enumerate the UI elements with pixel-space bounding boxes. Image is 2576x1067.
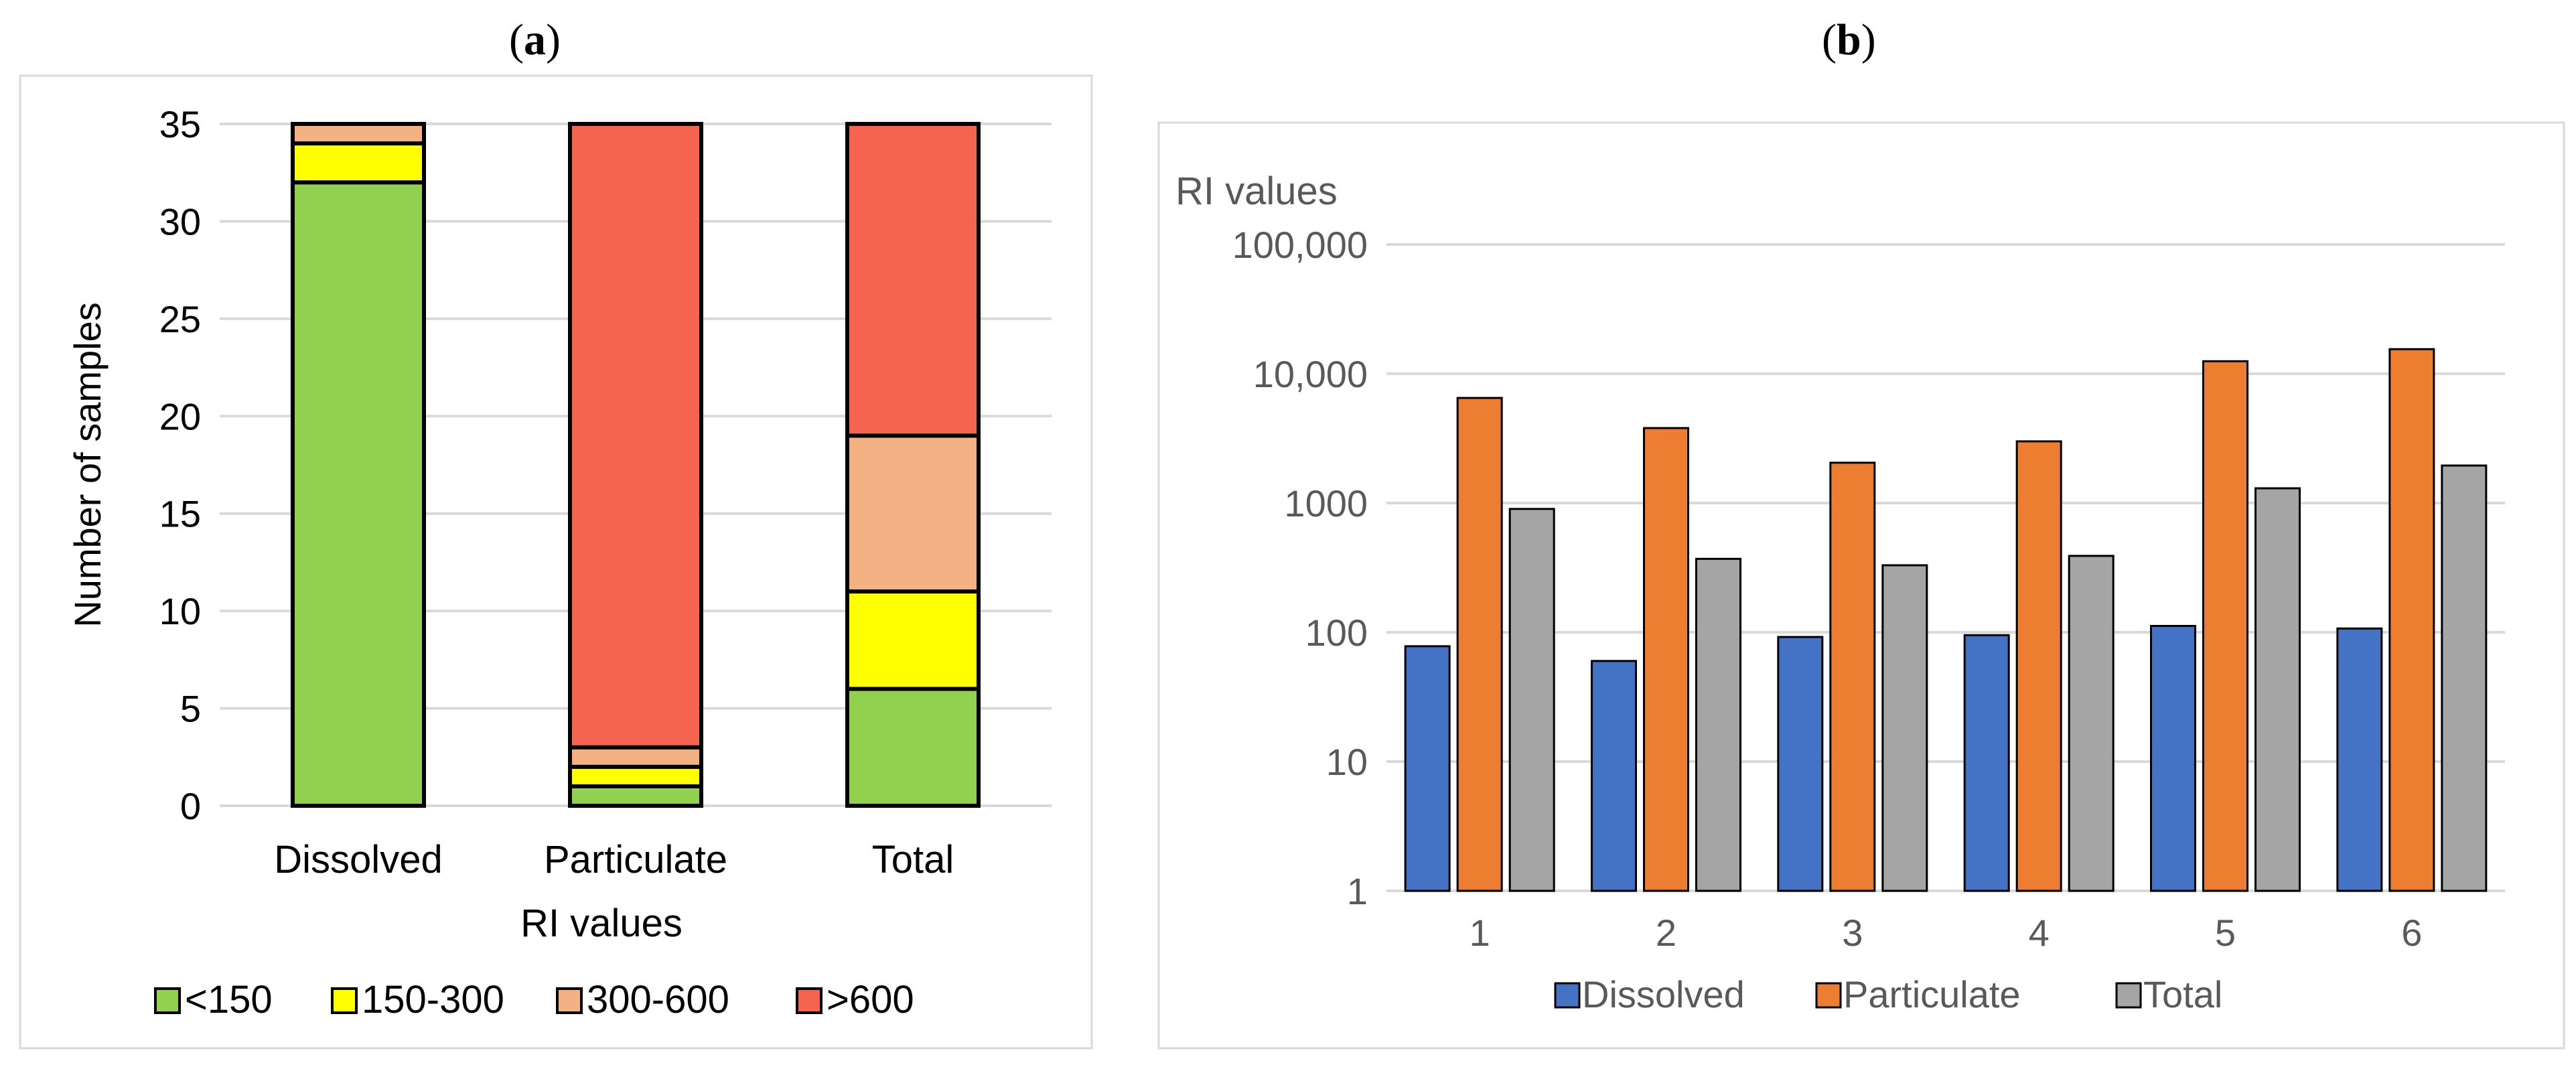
- chart-a-bar-total-600: [845, 122, 981, 438]
- chart-b-bar-1-total: [1508, 508, 1555, 892]
- chart-b-bar-1-particulate: [1456, 397, 1503, 892]
- chart-a-ytick-label: 30: [159, 200, 201, 242]
- chart-b-xtick-label: 5: [2215, 912, 2236, 954]
- chart-a-ytick-label: 20: [159, 395, 201, 437]
- chart-a-ytick-label: 5: [180, 688, 201, 730]
- chart-b-bar-6-particulate: [2388, 348, 2435, 892]
- chart-b-ylabel: RI values: [1175, 169, 1338, 213]
- chart-a-bar-total-300-600: [845, 433, 981, 594]
- chart-b: 1 10 100 1000 10,000 100,000 RI values 1 2 3 4 5 6 Di…: [1175, 169, 2505, 1015]
- chart-a-bar-total-150: [845, 687, 981, 808]
- chart-b-bar-5-total: [2255, 487, 2301, 892]
- chart-b-bar-3-particulate: [1829, 461, 1876, 892]
- chart-a-legend-swatch-150-300: [331, 987, 358, 1014]
- chart-a-legend-swatch-300-600: [556, 987, 583, 1014]
- chart-b-xtick-label: 4: [2029, 912, 2050, 954]
- chart-b-bar-1-dissolved: [1404, 645, 1451, 892]
- chart-b-bar-6-dissolved: [2336, 627, 2383, 892]
- chart-a-bar-particulate-150-300: [568, 764, 703, 788]
- chart-a-legend-label-300-600: 300-600: [587, 978, 729, 1021]
- chart-a-legend-swatch-600: [796, 987, 822, 1014]
- chart-a-bar-dissolved-150-300: [291, 141, 426, 185]
- chart-b-ytick-label: 1: [1347, 870, 1368, 912]
- chart-b-bar-6-total: [2441, 464, 2488, 892]
- chart-b-bar-4-dissolved: [1963, 634, 2010, 892]
- chart-a-bar-particulate-150: [568, 784, 703, 808]
- chart-b-xtick-label: 3: [1842, 912, 1863, 954]
- chart-b-ytick-label: 10,000: [1253, 353, 1368, 395]
- chart-a-ytick-label: 35: [159, 103, 201, 145]
- chart-a-ytick-label: 25: [159, 298, 201, 340]
- chart-a-bar-particulate-600: [568, 122, 703, 750]
- chart-b-bar-2-particulate: [1643, 427, 1689, 892]
- chart-a-bar-total-150-300: [845, 589, 981, 691]
- chart-b-xtick-label: 2: [1656, 912, 1676, 954]
- chart-b-legend-swatch-total: [2115, 982, 2142, 1009]
- chart-b-bar-2-total: [1695, 557, 1741, 892]
- chart-a-legend-label-150-300: 150-300: [362, 978, 504, 1021]
- chart-b-xtick-label: 1: [1470, 912, 1490, 954]
- chart-b-legend-swatch-dissolved: [1554, 982, 1581, 1009]
- chart-b-ytick-label: 100: [1305, 612, 1368, 654]
- chart-a-bar-dissolved-150: [291, 180, 426, 808]
- chart-b-legend-label-total: Total: [2143, 973, 2222, 1015]
- chart-b-ytick-label: 1000: [1284, 482, 1368, 524]
- chart-b-bar-4-particulate: [2015, 440, 2062, 892]
- chart-b-legend-label-particulate: Particulate: [1843, 973, 2021, 1015]
- panel-a-frame: [19, 74, 1093, 1050]
- chart-a-ytick-label: 10: [159, 590, 201, 632]
- chart-b-bar-5-dissolved: [2150, 625, 2196, 892]
- chart-b-bar-4-total: [2068, 555, 2115, 892]
- chart-b-bar-2-dissolved: [1591, 660, 1637, 892]
- chart-a-xlabel: RI values: [520, 902, 683, 945]
- chart-a-bar-dissolved-300-600: [291, 122, 426, 146]
- chart-b-ytick-label: 100,000: [1232, 224, 1368, 266]
- chart-a-xtick-label: Total: [872, 838, 954, 881]
- chart-a-xtick-label: Particulate: [544, 838, 727, 881]
- panel-a-label: (a): [509, 15, 561, 64]
- chart-b-bar-3-total: [1881, 564, 1928, 892]
- chart-b-bar-5-particulate: [2202, 360, 2248, 892]
- chart-b-bar-3-dissolved: [1777, 636, 1824, 892]
- chart-a-ytick-label: 15: [159, 493, 201, 535]
- chart-a-legend-label-150: <150: [185, 978, 273, 1021]
- chart-a-ylabel: Number of samples: [66, 302, 109, 628]
- chart-b-xtick-label: 6: [2401, 912, 2422, 954]
- chart-a-ytick-label: 0: [180, 785, 201, 827]
- chart-a: 0 5 10 15 20 25 30 35 Number of samples Dissolved…: [66, 103, 1052, 1021]
- chart-b-legend-swatch-particulate: [1815, 982, 1842, 1009]
- panel-b-frame: [1157, 121, 2565, 1050]
- chart-a-legend-swatch-150: [154, 987, 181, 1014]
- chart-a-legend-label-600: >600: [827, 978, 914, 1021]
- panel-b-label: (b): [1822, 15, 1876, 64]
- chart-a-bar-particulate-300-600: [568, 745, 703, 769]
- chart-a-xtick-label: Dissolved: [274, 838, 442, 881]
- chart-b-ytick-label: 10: [1326, 741, 1368, 783]
- chart-b-legend-label-dissolved: Dissolved: [1582, 973, 1745, 1015]
